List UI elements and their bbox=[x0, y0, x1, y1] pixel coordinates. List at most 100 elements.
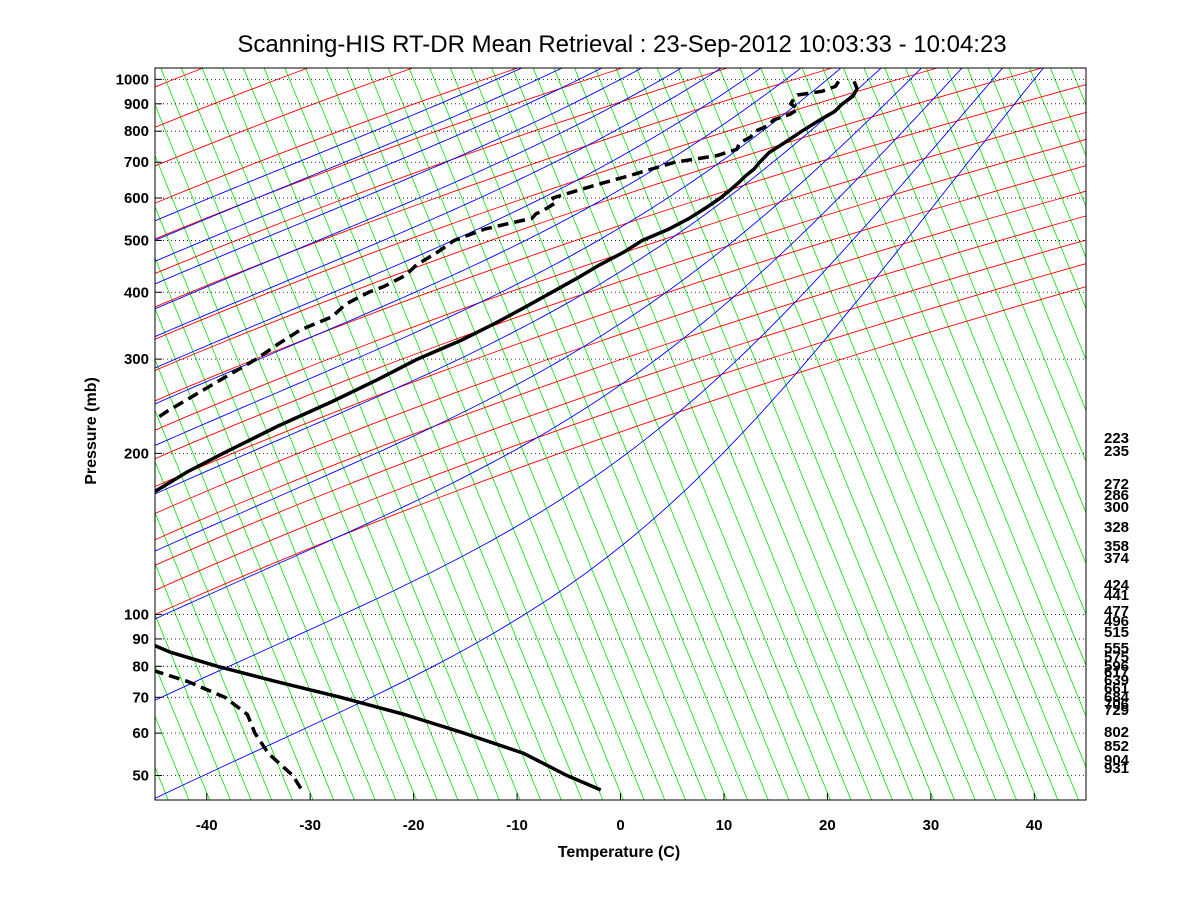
dry-adiabat-line bbox=[155, 138, 1086, 460]
moist-adiabat-line bbox=[155, 68, 564, 241]
isotherm-line bbox=[0, 68, 127, 800]
y-tick-label: 200 bbox=[124, 445, 149, 462]
isotherm-line bbox=[656, 68, 955, 800]
isotherm-line bbox=[615, 68, 914, 800]
moist-adiabat-line bbox=[155, 68, 1004, 701]
isotherm-line bbox=[155, 256, 376, 800]
x-tick-label: 0 bbox=[616, 817, 624, 834]
moist-adiabat-line bbox=[155, 68, 1045, 799]
x-tick-label: 30 bbox=[922, 817, 939, 834]
isotherm-line bbox=[155, 154, 417, 800]
y-tick-label: 1000 bbox=[116, 71, 149, 88]
isotherm-line bbox=[0, 68, 148, 800]
temperature-profile-line bbox=[155, 80, 859, 792]
x-tick-label: 40 bbox=[1026, 817, 1043, 834]
y-tick-label: 900 bbox=[124, 96, 149, 113]
height-label: 802 bbox=[1104, 724, 1129, 741]
isotherm-line bbox=[801, 68, 1086, 769]
dry-adiabat-line bbox=[155, 84, 1086, 402]
isotherm-line bbox=[1029, 68, 1086, 208]
x-tick-label: 10 bbox=[716, 817, 733, 834]
isotherm-line bbox=[1133, 68, 1200, 800]
y-tick-label: 100 bbox=[124, 606, 149, 623]
isotherm-line bbox=[367, 68, 666, 800]
height-labels: 2232352722863003283583744244414774965155… bbox=[1104, 430, 1130, 777]
isotherm-line bbox=[0, 68, 86, 800]
chart-title: Scanning-HIS RT-DR Mean Retrieval : 23-S… bbox=[237, 31, 1006, 58]
x-tick-label: -10 bbox=[506, 817, 528, 834]
height-label: 684 bbox=[1104, 689, 1130, 706]
dry-adiabat-line bbox=[155, 286, 1086, 616]
isotherm-line bbox=[946, 68, 1086, 412]
y-tick-label: 800 bbox=[124, 123, 149, 140]
dry-adiabat-line bbox=[155, 68, 938, 340]
isotherm-line bbox=[760, 68, 1059, 800]
dry-adiabat-line bbox=[155, 239, 1086, 566]
x-tick-label: 20 bbox=[819, 817, 836, 834]
height-label: 300 bbox=[1104, 499, 1129, 516]
height-label: 286 bbox=[1104, 487, 1129, 504]
height-label: 575 bbox=[1104, 649, 1129, 666]
plot-area bbox=[0, 67, 1200, 801]
isotherm-line bbox=[155, 511, 273, 800]
dry-adiabat-line bbox=[155, 190, 1086, 514]
moist-adiabat-line bbox=[155, 68, 603, 262]
isotherm-lines bbox=[0, 68, 1200, 800]
height-label: 328 bbox=[1104, 519, 1129, 536]
height-label: 441 bbox=[1104, 587, 1129, 604]
moist-adiabat-line bbox=[155, 68, 524, 222]
y-tick-label: 70 bbox=[132, 689, 149, 706]
isotherm-line bbox=[243, 68, 542, 800]
isotherm-line bbox=[470, 68, 769, 800]
isotherm-line bbox=[0, 68, 44, 800]
height-label: 358 bbox=[1104, 538, 1129, 555]
y-axis-ticks: 50 60 70 80 90 100 200 300 400 500 600 700 800 900 100… bbox=[116, 71, 162, 785]
isotherm-line bbox=[884, 68, 1086, 565]
height-label: 496 bbox=[1104, 613, 1129, 630]
isotherm-line bbox=[636, 68, 935, 800]
isotherm-line bbox=[155, 103, 438, 800]
height-label: 661 bbox=[1104, 680, 1129, 697]
isotherm-line bbox=[325, 68, 624, 800]
isotherm-line bbox=[553, 68, 852, 800]
moist-adiabat-line bbox=[155, 68, 723, 338]
dry-adiabat-line bbox=[155, 68, 728, 275]
dewpoint-profile-line bbox=[155, 80, 841, 791]
isotherm-line bbox=[181, 68, 479, 800]
moist-adiabat-line bbox=[155, 68, 683, 310]
isotherm-line bbox=[594, 68, 893, 800]
isotherm-line bbox=[781, 68, 1079, 800]
moist-adiabat-lines bbox=[155, 68, 1045, 799]
isotherm-line bbox=[905, 68, 1086, 514]
y-tick-label: 400 bbox=[124, 284, 149, 301]
isotherm-line bbox=[0, 68, 23, 800]
isotherm-line bbox=[450, 68, 748, 800]
isotherm-line bbox=[822, 68, 1086, 718]
x-tick-label: -20 bbox=[403, 817, 425, 834]
isotherm-line bbox=[0, 68, 65, 800]
moist-adiabat-line bbox=[155, 68, 963, 620]
isotherm-line bbox=[155, 664, 211, 800]
isotherm-line bbox=[155, 460, 293, 800]
isotherm-line bbox=[512, 68, 810, 800]
isotherm-line bbox=[155, 562, 252, 800]
height-label: 477 bbox=[1104, 603, 1129, 620]
isotherm-line bbox=[967, 68, 1086, 361]
sounding-series bbox=[155, 80, 859, 792]
isotherm-line bbox=[201, 68, 500, 800]
height-label: 639 bbox=[1104, 672, 1129, 689]
dry-adiabat-line bbox=[155, 165, 1086, 488]
isotherm-line bbox=[0, 68, 3, 800]
y-axis-label: Pressure (mb) bbox=[83, 377, 100, 485]
y-tick-label: 50 bbox=[132, 768, 149, 785]
isotherm-line bbox=[155, 409, 314, 800]
isotherm-line bbox=[305, 68, 604, 800]
dry-adiabat-line bbox=[155, 68, 204, 88]
dry-adiabat-line bbox=[155, 263, 1086, 591]
isotherm-line bbox=[574, 68, 873, 800]
isotherm-line bbox=[222, 68, 521, 800]
dry-adiabat-line bbox=[155, 68, 1043, 372]
y-tick-label: 90 bbox=[132, 631, 149, 648]
dry-adiabat-line bbox=[155, 68, 308, 128]
